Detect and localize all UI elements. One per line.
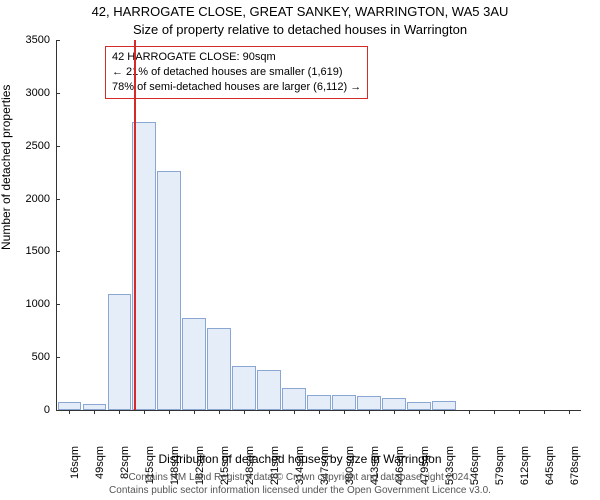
x-tick-mark: [469, 410, 470, 414]
y-tick: 2000: [0, 193, 56, 205]
footer-line1: Contains HM Land Registry data © Crown c…: [0, 472, 600, 485]
histogram-bar: [157, 171, 181, 410]
marker-line: [134, 40, 136, 410]
y-tick: 3000: [0, 87, 56, 99]
x-tick-mark: [419, 410, 420, 414]
x-tick-mark: [219, 410, 220, 414]
footer-line2: Contains public sector information licen…: [0, 485, 600, 498]
x-tick-mark: [94, 410, 95, 414]
histogram-bar: [58, 402, 82, 410]
y-tick: 500: [0, 351, 56, 363]
y-tick: 1500: [0, 245, 56, 257]
x-tick-mark: [194, 410, 195, 414]
x-tick-mark: [344, 410, 345, 414]
x-tick-mark: [144, 410, 145, 414]
x-tick-mark: [119, 410, 120, 414]
x-tick-mark: [244, 410, 245, 414]
y-tick: 0: [0, 404, 56, 416]
histogram-bar: [207, 328, 231, 410]
callout-line1: 42 HARROGATE CLOSE: 90sqm: [112, 50, 361, 65]
x-tick-mark: [294, 410, 295, 414]
histogram-bar: [257, 370, 281, 410]
histogram-bar: [307, 395, 331, 410]
y-tick: 3500: [0, 34, 56, 46]
x-tick-mark: [544, 410, 545, 414]
chart-container: 42, HARROGATE CLOSE, GREAT SANKEY, WARRI…: [0, 0, 600, 500]
histogram-bar: [108, 294, 132, 410]
y-tick: 2500: [0, 140, 56, 152]
x-tick-mark: [394, 410, 395, 414]
histogram-bar: [432, 401, 456, 410]
plot-area: 42 HARROGATE CLOSE: 90sqm ← 21% of detac…: [56, 40, 581, 411]
x-tick-mark: [444, 410, 445, 414]
x-tick-mark: [69, 410, 70, 414]
callout-line2: ← 21% of detached houses are smaller (1,…: [112, 65, 361, 80]
histogram-bar: [132, 122, 156, 410]
x-tick-mark: [519, 410, 520, 414]
y-axis-label: Number of detached properties: [0, 85, 13, 250]
histogram-bar: [182, 318, 206, 410]
histogram-bar: [357, 396, 381, 410]
histogram-bar: [232, 366, 256, 410]
chart-title-line1: 42, HARROGATE CLOSE, GREAT SANKEY, WARRI…: [0, 4, 600, 19]
chart-title-line2: Size of property relative to detached ho…: [0, 22, 600, 37]
histogram-bar: [282, 388, 306, 410]
x-tick-mark: [369, 410, 370, 414]
histogram-bar: [382, 398, 406, 410]
histogram-bar: [407, 402, 431, 410]
x-tick-mark: [494, 410, 495, 414]
y-tick: 1000: [0, 298, 56, 310]
callout-line3: 78% of semi-detached houses are larger (…: [112, 80, 361, 95]
callout-box: 42 HARROGATE CLOSE: 90sqm ← 21% of detac…: [105, 46, 368, 99]
footer-attribution: Contains HM Land Registry data © Crown c…: [0, 472, 600, 497]
x-tick-mark: [269, 410, 270, 414]
x-tick-mark: [169, 410, 170, 414]
x-tick-mark: [569, 410, 570, 414]
x-tick-mark: [319, 410, 320, 414]
histogram-bar: [332, 395, 356, 410]
x-axis-label: Distribution of detached houses by size …: [0, 452, 600, 466]
